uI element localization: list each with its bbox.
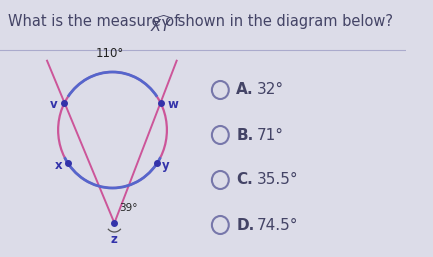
- Text: x: x: [55, 159, 62, 172]
- Text: C.: C.: [236, 172, 253, 188]
- Text: 74.5°: 74.5°: [257, 217, 298, 233]
- Text: $\widehat{XY}$: $\widehat{XY}$: [150, 14, 174, 35]
- Text: 32°: 32°: [257, 82, 284, 97]
- Text: What is the measure of: What is the measure of: [7, 14, 184, 29]
- Text: v: v: [50, 98, 58, 111]
- Text: D.: D.: [236, 217, 255, 233]
- Text: w: w: [167, 98, 178, 111]
- Text: y: y: [162, 159, 169, 172]
- Text: 39°: 39°: [119, 203, 138, 213]
- Text: 35.5°: 35.5°: [257, 172, 298, 188]
- Text: 71°: 71°: [257, 127, 284, 142]
- Text: 110°: 110°: [96, 47, 124, 60]
- Text: z: z: [111, 233, 118, 246]
- Text: shown in the diagram below?: shown in the diagram below?: [172, 14, 393, 29]
- Text: B.: B.: [236, 127, 254, 142]
- Text: A.: A.: [236, 82, 254, 97]
